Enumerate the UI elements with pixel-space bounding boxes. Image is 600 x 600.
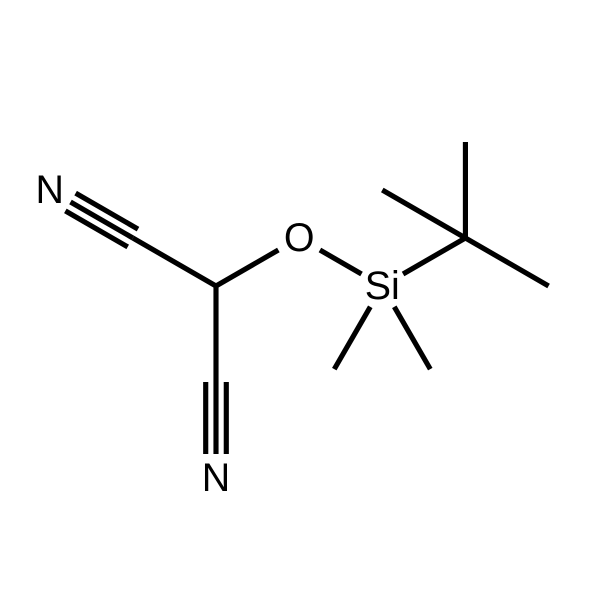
molecule-canvas: N N O Si (0, 0, 600, 600)
bond-line (382, 190, 465, 238)
atom-label-n: N (202, 456, 230, 500)
bond-line (465, 238, 548, 286)
bond-line (320, 250, 362, 274)
bond-line (133, 238, 216, 286)
bond-line (403, 238, 465, 274)
bond-line (334, 307, 370, 369)
atom-label-si: Si (365, 264, 400, 308)
bond-line (216, 250, 278, 286)
bond-line (394, 307, 430, 369)
atom-label-o: O (284, 216, 315, 260)
atom-label-n: N (35, 168, 63, 212)
